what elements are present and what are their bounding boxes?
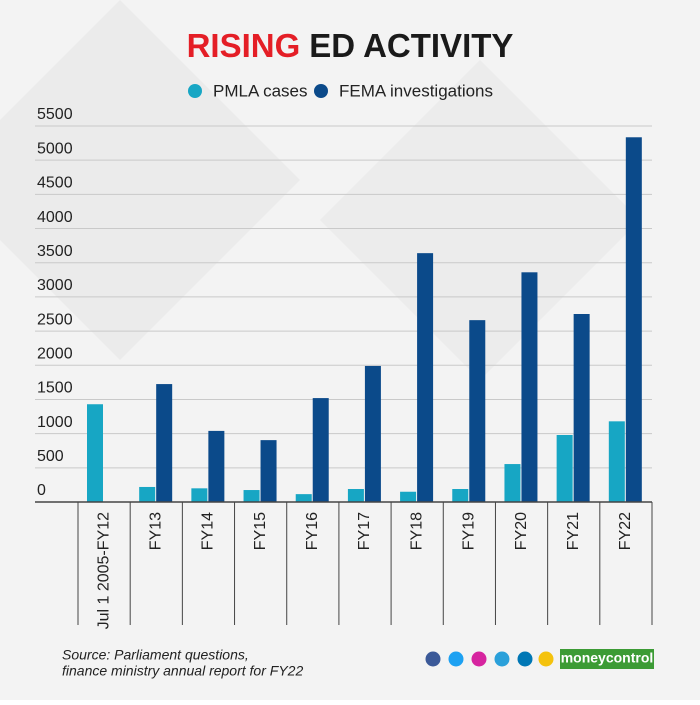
x-tick-label: FY18 bbox=[408, 512, 425, 550]
title-text: ED ACTIVITY bbox=[309, 27, 513, 64]
title-highlight: RISING bbox=[187, 27, 301, 64]
bar bbox=[364, 365, 381, 502]
y-tick-label: 4500 bbox=[37, 175, 73, 192]
x-tick-label: FY16 bbox=[304, 512, 321, 550]
decoration bbox=[320, 60, 640, 380]
bar bbox=[556, 435, 573, 502]
bar bbox=[347, 489, 364, 502]
source: Source: Parliament questions, bbox=[62, 647, 249, 663]
x-tick-label: FY20 bbox=[513, 512, 530, 550]
bar bbox=[208, 430, 225, 502]
x-tick-label: Jul 1 2005-FY12 bbox=[95, 512, 112, 630]
x-tick-label: FY14 bbox=[200, 512, 217, 550]
bar bbox=[608, 421, 625, 502]
legend-label: PMLA cases bbox=[213, 81, 308, 100]
legend-label: FEMA investigations bbox=[339, 81, 493, 100]
social-icons bbox=[425, 651, 554, 667]
y-tick-label: 1500 bbox=[37, 380, 73, 397]
legend: PMLA cases FEMA investigations bbox=[188, 81, 493, 100]
bar bbox=[139, 486, 156, 502]
brand: moneycontrol bbox=[561, 650, 654, 666]
y-tick-label: 2000 bbox=[37, 345, 73, 362]
bar bbox=[573, 314, 590, 502]
icon bbox=[538, 651, 554, 667]
y-tick-label: 1000 bbox=[37, 414, 73, 431]
legend-marker bbox=[188, 84, 202, 98]
brand-box bbox=[560, 649, 654, 669]
y-tick-label: 0 bbox=[37, 482, 46, 499]
y-tick-label: 3000 bbox=[37, 277, 73, 294]
y-tick-label: 3500 bbox=[37, 243, 73, 260]
bar bbox=[243, 490, 260, 502]
bar bbox=[260, 440, 277, 502]
source: finance ministry annual report for FY22 bbox=[62, 663, 303, 679]
decoration bbox=[0, 0, 300, 360]
bar bbox=[469, 320, 486, 502]
x-tick-label: FY17 bbox=[356, 512, 373, 550]
bar bbox=[191, 488, 208, 502]
x-tick-label: FY22 bbox=[617, 512, 634, 550]
bar bbox=[87, 404, 103, 502]
plot: 0 500 1000 1500 2000 2500 3000 3500 4000 4500 5000… bbox=[35, 106, 653, 630]
bar bbox=[295, 494, 312, 502]
y-tick-label: 5500 bbox=[37, 106, 73, 123]
icon bbox=[494, 651, 510, 667]
icon bbox=[517, 651, 533, 667]
bar bbox=[521, 272, 538, 502]
legend-marker bbox=[314, 84, 328, 98]
icon bbox=[471, 651, 487, 667]
y-tick-label: 5000 bbox=[37, 140, 73, 157]
x-tick-label: FY21 bbox=[565, 512, 582, 550]
bar bbox=[504, 464, 521, 502]
y-tick-label: 2500 bbox=[37, 311, 73, 328]
icon bbox=[448, 651, 464, 667]
y-tick-label: 500 bbox=[37, 448, 64, 465]
chart-title: RISING ED ACTIVITY bbox=[187, 27, 514, 64]
y-tick-label: 4000 bbox=[37, 209, 73, 226]
x-tick-label: FY19 bbox=[461, 512, 478, 550]
bar bbox=[452, 489, 469, 502]
bar bbox=[312, 398, 329, 502]
x-tick-label: FY15 bbox=[252, 512, 269, 550]
icon bbox=[425, 651, 441, 667]
bar bbox=[625, 137, 642, 502]
x-tick-label: FY13 bbox=[147, 512, 164, 550]
bar bbox=[400, 491, 417, 502]
bar bbox=[156, 384, 173, 502]
bar bbox=[417, 253, 434, 502]
